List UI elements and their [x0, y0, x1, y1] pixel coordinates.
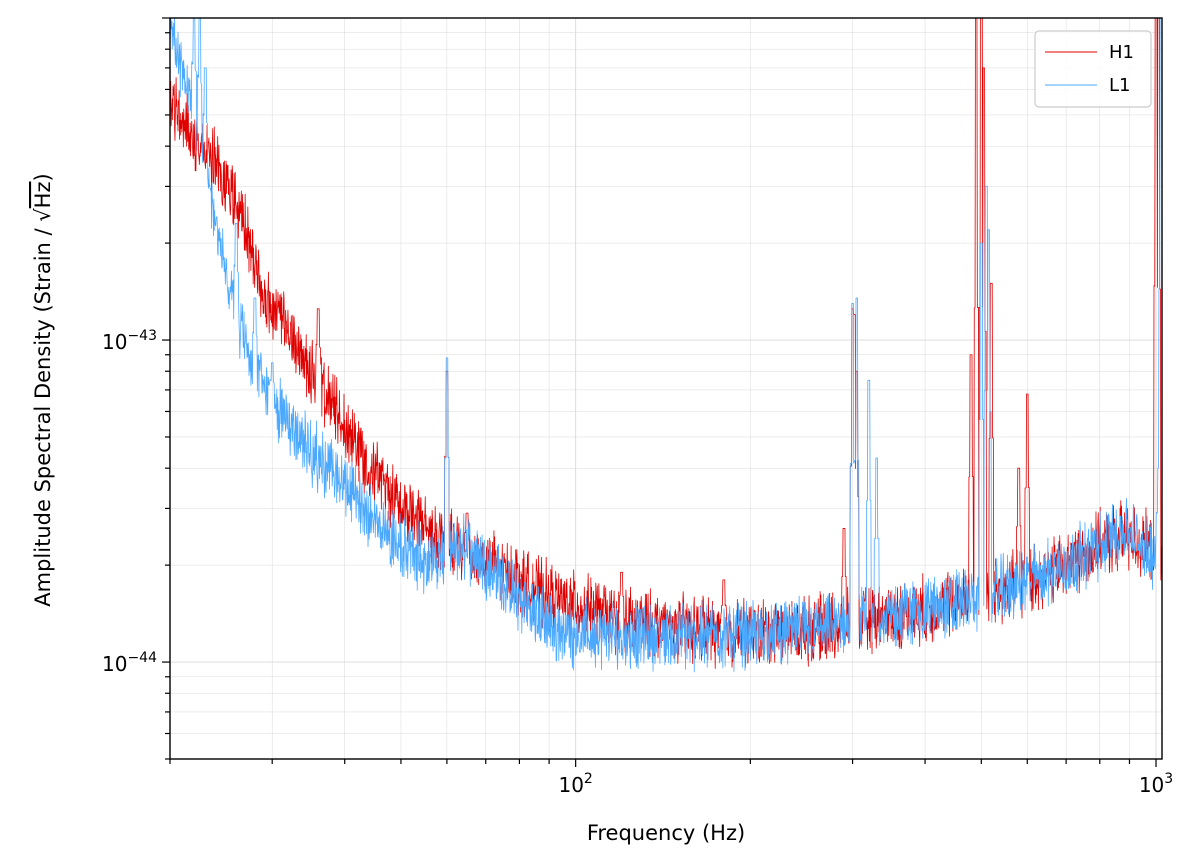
legend-label-l1: L1: [1109, 75, 1130, 96]
grid: [169, 17, 1162, 760]
x-axis-label: Frequency (Hz): [587, 821, 745, 845]
y-tick-label: 10−43: [102, 328, 157, 354]
y-axis-label-hz: Hz: [31, 181, 55, 208]
series-line-l1: [170, 18, 1162, 673]
x-tick-exp: 2: [584, 771, 593, 787]
x-tick-label: 103: [1139, 771, 1173, 797]
y-axis-label-text: Amplitude Spectral Density (Strain / √Hz…: [31, 173, 55, 606]
x-tick-label: 102: [558, 771, 592, 797]
y-tick-exp: −44: [127, 650, 157, 666]
legend-label-h1: H1: [1109, 42, 1134, 63]
plot-frame: [169, 17, 1163, 760]
y-tick-exp: −43: [127, 328, 157, 344]
y-tick-label: 10−44: [102, 650, 157, 676]
series-line-h1: [170, 18, 1162, 669]
y-axis-label-close: ): [31, 173, 55, 181]
y-axis-label-main: Amplitude Spectral Density (Strain /: [31, 222, 55, 607]
y-axis-label: Amplitude Spectral Density (Strain / √Hz…: [31, 173, 55, 606]
y-axis-label-radical: √: [31, 208, 55, 222]
legend-box: [1034, 30, 1152, 108]
series-layer: [170, 18, 1162, 673]
legend: H1 L1: [1034, 30, 1152, 108]
x-tick-exp: 3: [1164, 771, 1173, 787]
x-tick-base: 10: [1139, 773, 1164, 797]
x-tick-base: 10: [558, 773, 583, 797]
y-tick-base: 10: [102, 330, 127, 354]
y-tick-base: 10: [102, 652, 127, 676]
